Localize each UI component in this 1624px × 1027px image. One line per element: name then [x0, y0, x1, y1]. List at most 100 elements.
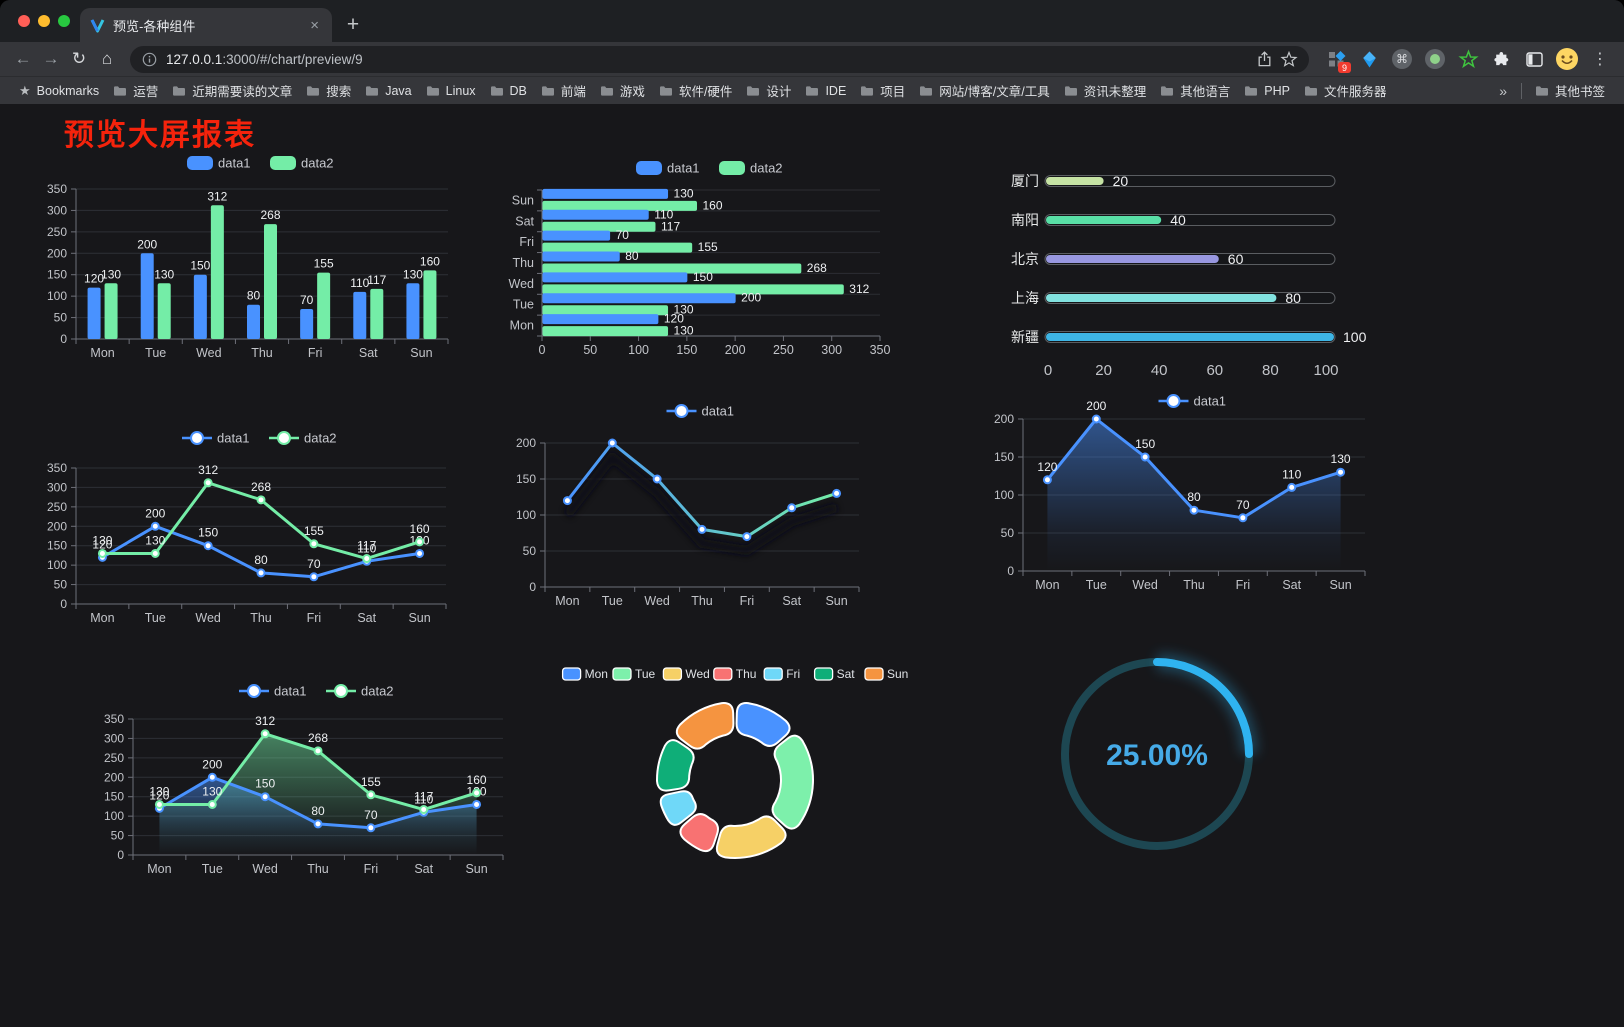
legend-item-Fri[interactable]: Fri: [763, 667, 800, 681]
browser-tab[interactable]: 预览-各种组件 ×: [80, 8, 332, 42]
bookmark-item[interactable]: IDE: [798, 81, 853, 101]
home-icon[interactable]: ⌂: [101, 49, 113, 68]
progress-fill: [1046, 294, 1277, 302]
marker: [472, 788, 482, 798]
sidebar-icon[interactable]: [1523, 48, 1545, 70]
donut-slice-Wed[interactable]: [715, 815, 787, 859]
x-axis-label: Wed: [252, 862, 278, 876]
legend-item-Sat[interactable]: Sat: [813, 667, 856, 681]
maximize-window-button[interactable]: [58, 15, 70, 27]
bookmark-label: Linux: [445, 83, 476, 98]
profile-avatar[interactable]: [1556, 48, 1578, 70]
bookmark-item[interactable]: 前端: [534, 78, 593, 103]
y-axis-label: Fri: [519, 235, 534, 249]
value-label: 160: [467, 773, 487, 787]
bookmark-item[interactable]: 运营: [106, 78, 165, 103]
share-icon[interactable]: [1257, 51, 1272, 67]
bar-data1: [542, 251, 620, 262]
donut-slice-Thu[interactable]: [679, 813, 719, 853]
legend-item-data1[interactable]: data1: [182, 431, 250, 446]
bookmark-item[interactable]: Java: [358, 81, 418, 101]
value-label: 130: [674, 303, 694, 317]
bar-horizontal-svg: 0 50 100 150 200 250 300 350 data1 data2 Sun 130 160…: [509, 161, 891, 358]
legend-item-data1[interactable]: data1: [187, 156, 251, 171]
legend-item-data1[interactable]: data1: [239, 684, 307, 699]
legend-item-Tue[interactable]: Tue: [612, 667, 656, 681]
other-bookmarks[interactable]: 其他书签: [1528, 78, 1612, 103]
legend-item-data2[interactable]: data2: [326, 684, 394, 699]
star-extension-icon[interactable]: [1457, 48, 1479, 70]
legend-item-Thu[interactable]: Thu: [713, 667, 757, 681]
legend-item-Sun[interactable]: Sun: [864, 667, 908, 681]
bookmark-item[interactable]: 项目: [853, 78, 912, 103]
chart-text: 350: [47, 182, 67, 196]
bookmark-item[interactable]: 游戏: [593, 78, 652, 103]
minimize-window-button[interactable]: [38, 15, 50, 27]
legend-item-Mon[interactable]: Mon: [561, 667, 608, 681]
kite-extension-icon[interactable]: [1358, 48, 1380, 70]
bookmark-item[interactable]: 文件服务器: [1297, 78, 1394, 103]
command-extension-icon[interactable]: ⌘: [1391, 48, 1413, 70]
marker: [607, 438, 617, 448]
chart-text: 0: [60, 332, 67, 346]
bookmark-star-icon[interactable]: [1280, 50, 1298, 67]
legend-item-Wed[interactable]: Wed: [662, 667, 710, 681]
value-label: 130: [403, 267, 423, 281]
bookmark-item[interactable]: 其他语言: [1153, 78, 1237, 103]
url-text[interactable]: 127.0.0.1:3000/#/chart/preview/9: [166, 52, 363, 67]
bar-data2: [370, 288, 384, 339]
bookmarks-manager[interactable]: ★ Bookmarks: [12, 80, 106, 102]
legend-item-data1[interactable]: data1: [1158, 394, 1227, 409]
x-axis-label: 100: [1313, 362, 1338, 379]
close-tab-icon[interactable]: ×: [310, 16, 319, 34]
donut-slice-Tue[interactable]: [771, 734, 814, 830]
close-window-button[interactable]: [18, 15, 30, 27]
area-data2: [159, 733, 477, 855]
bookmark-item[interactable]: Linux: [419, 81, 483, 101]
grid-extension-icon[interactable]: 9: [1325, 48, 1351, 73]
donut-slice-Mon[interactable]: [735, 702, 791, 747]
bookmark-item[interactable]: 设计: [739, 78, 798, 103]
browser-menu-icon[interactable]: ⋮: [1592, 51, 1608, 68]
marker: [150, 548, 160, 558]
bookmark-item[interactable]: 软件/硬件: [652, 78, 739, 103]
bar-data2: [542, 221, 656, 232]
value-label: 117: [357, 539, 376, 553]
chart-text: 100: [628, 343, 649, 357]
record-extension-icon[interactable]: [1424, 48, 1446, 70]
new-tab-button[interactable]: +: [346, 13, 360, 36]
address-bar[interactable]: 127.0.0.1:3000/#/chart/preview/9: [130, 45, 1309, 73]
bookmark-item[interactable]: PHP: [1237, 81, 1297, 101]
bookmark-item[interactable]: 搜索: [299, 78, 358, 103]
bookmarks-overflow-icon[interactable]: »: [1499, 82, 1507, 99]
legend-item-data2[interactable]: data2: [719, 161, 783, 176]
value-label: 200: [137, 237, 157, 251]
value-label: 117: [414, 790, 433, 804]
x-axis-label: Sat: [1282, 578, 1301, 592]
bookmark-item[interactable]: 资讯未整理: [1057, 78, 1154, 103]
legend-item-data1[interactable]: data1: [666, 404, 735, 419]
bookmark-item[interactable]: 网站/博客/文章/工具: [912, 78, 1056, 103]
reload-icon[interactable]: ↻: [71, 49, 87, 68]
bookmarks-bar: ★ Bookmarks 运营 近期需要读的文章 搜索 Java Linux DB 前端 游戏 软…: [0, 76, 1624, 104]
donut-slice-Sat[interactable]: [656, 739, 695, 792]
chart-text: data2: [301, 156, 334, 171]
forward-icon[interactable]: →: [42, 49, 60, 68]
bookmark-item[interactable]: DB: [483, 81, 534, 101]
bookmark-label: 游戏: [619, 85, 645, 99]
legend-item-data2[interactable]: data2: [270, 156, 334, 171]
donut-chart: Mon Tue Wed Thu Fri Sat Sun: [551, 660, 919, 876]
bookmark-item[interactable]: 近期需要读的文章: [165, 78, 299, 103]
legend-item-data2[interactable]: data2: [269, 431, 337, 446]
site-info-icon[interactable]: [142, 52, 157, 67]
donut-slice-Sun[interactable]: [675, 702, 735, 750]
extensions-area: 9 ⌘: [1319, 48, 1584, 73]
city-progress-chart: 厦门 20 南阳 40 北京 60 上海 80 新疆 100 0 20 40 60 80 100: [993, 159, 1371, 385]
donut-slice-Fri[interactable]: [659, 790, 697, 826]
back-icon[interactable]: ←: [14, 49, 32, 68]
extensions-puzzle-icon[interactable]: [1490, 48, 1512, 70]
value-label: 130: [101, 267, 121, 281]
x-axis-label: Sun: [410, 346, 432, 360]
bar-data1: [193, 274, 207, 339]
legend-item-data1[interactable]: data1: [636, 161, 700, 176]
